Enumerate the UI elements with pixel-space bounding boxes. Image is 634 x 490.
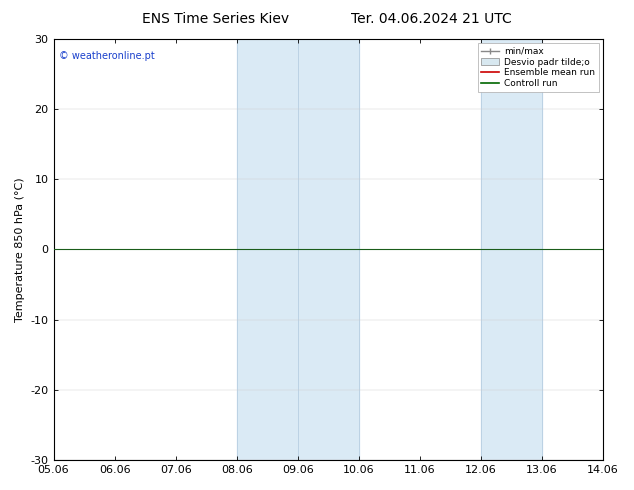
Text: Ter. 04.06.2024 21 UTC: Ter. 04.06.2024 21 UTC (351, 12, 512, 26)
Bar (236, 39, 298, 460)
Bar (298, 39, 359, 460)
Legend: min/max, Desvio padr tilde;o, Ensemble mean run, Controll run: min/max, Desvio padr tilde;o, Ensemble m… (478, 43, 598, 92)
Bar (481, 39, 542, 460)
Text: © weatheronline.pt: © weatheronline.pt (59, 51, 155, 61)
Text: ENS Time Series Kiev: ENS Time Series Kiev (142, 12, 289, 26)
Y-axis label: Temperature 850 hPa (°C): Temperature 850 hPa (°C) (15, 177, 25, 321)
